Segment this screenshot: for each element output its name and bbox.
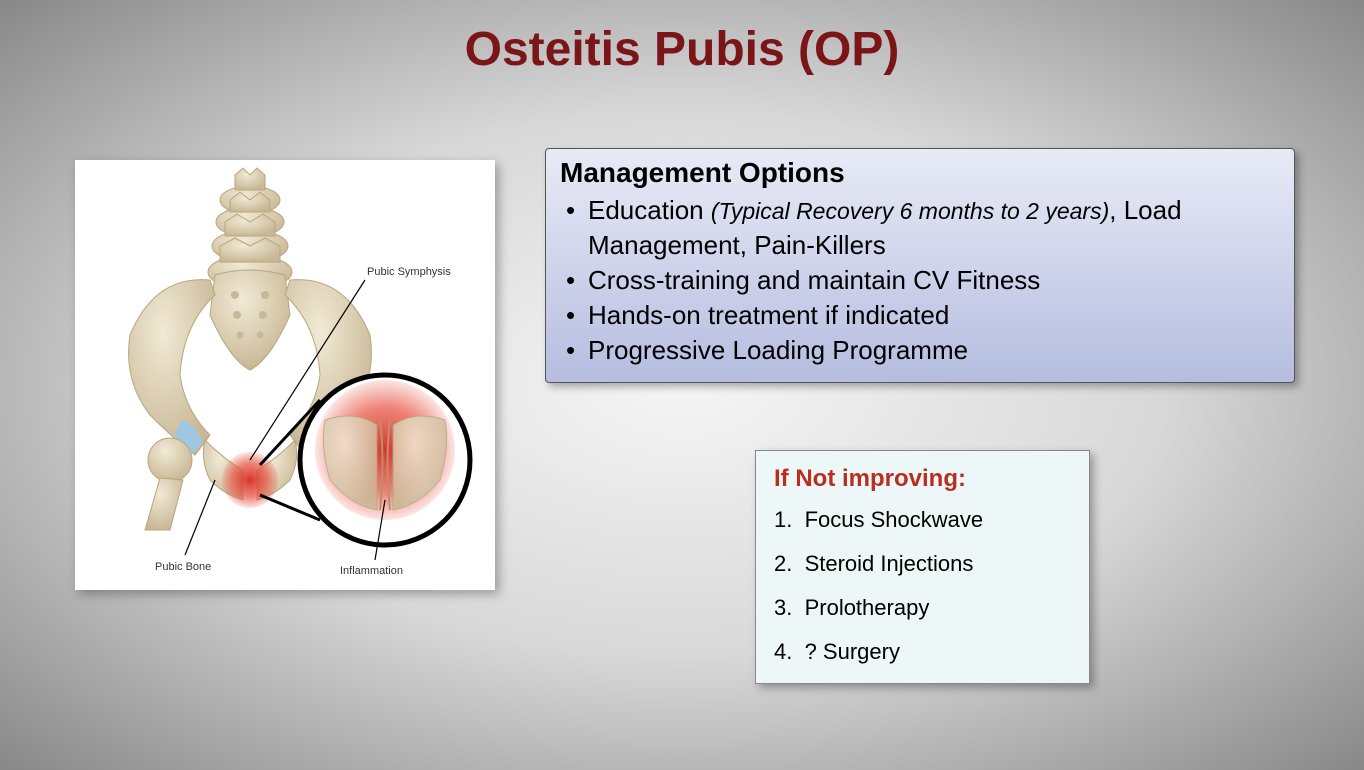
mgmt-item-4: Progressive Loading Programme	[560, 333, 1280, 368]
label-inflammation: Inflammation	[340, 565, 403, 577]
not-improving-box: If Not improving: 1. Focus Shockwave 2. …	[755, 450, 1090, 684]
ni-item-4: 4. ? Surgery	[774, 639, 1071, 665]
mgmt-item-2: Cross-training and maintain CV Fitness	[560, 263, 1280, 298]
sacrum	[210, 270, 290, 370]
label-bone: Pubic Bone	[155, 561, 211, 573]
not-improving-heading: If Not improving:	[774, 465, 1071, 493]
management-box: Management Options Education (Typical Re…	[545, 148, 1295, 383]
management-list: Education (Typical Recovery 6 months to …	[560, 193, 1280, 368]
label-symphysis: Pubic Symphysis	[367, 266, 451, 278]
mgmt-item-1: Education (Typical Recovery 6 months to …	[560, 193, 1280, 263]
slide-title: Osteitis Pubis (OP)	[0, 0, 1364, 77]
left-femur-head	[148, 438, 192, 482]
anatomy-image: Pubic Symphysis Pubic Bone Inflammation	[75, 160, 495, 590]
left-ilium	[129, 280, 215, 455]
ni-item-3: 3. Prolotherapy	[774, 595, 1071, 621]
ni-item-1: 1. Focus Shockwave	[774, 507, 1071, 533]
pelvis-illustration: Pubic Symphysis Pubic Bone Inflammation	[75, 160, 495, 590]
ni-item-2: 2. Steroid Injections	[774, 551, 1071, 577]
management-heading: Management Options	[560, 157, 1280, 189]
mgmt-item-3: Hands-on treatment if indicated	[560, 298, 1280, 333]
not-improving-list: 1. Focus Shockwave 2. Steroid Injections…	[774, 507, 1071, 665]
